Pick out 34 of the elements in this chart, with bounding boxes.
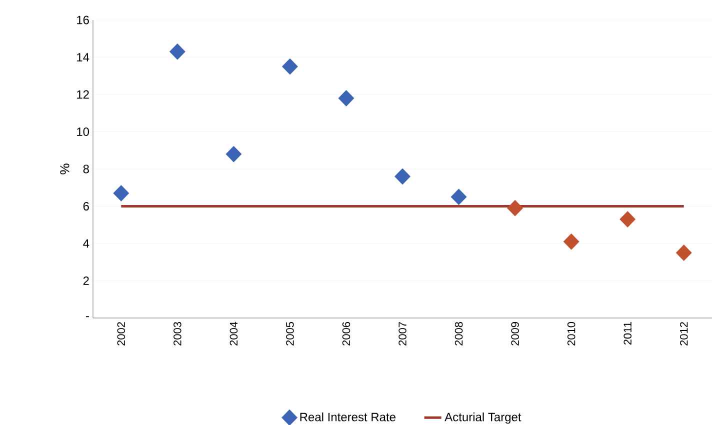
point [338, 90, 354, 106]
y-tick-label: 6 [83, 202, 89, 210]
point [169, 43, 186, 60]
point [620, 211, 636, 228]
x-tick-label: 2008 [454, 322, 463, 346]
x-tick-label: 2009 [511, 322, 519, 346]
y-tick-label: 16 [77, 16, 89, 24]
point [676, 244, 692, 261]
x-tick-label: 2002 [117, 322, 126, 346]
y-tick-label: 4 [83, 239, 90, 248]
x-tick-label: 2012 [680, 322, 688, 346]
point [394, 168, 411, 185]
x-tick-label: 2010 [567, 322, 576, 346]
y-tick-label: 12 [77, 90, 89, 99]
point [450, 188, 467, 206]
legend-label: Acturial Target [444, 412, 522, 424]
y-axis-title: % [60, 164, 70, 174]
x-tick-label: 2007 [398, 322, 406, 346]
x-tick-label: 2004 [230, 322, 238, 346]
point [507, 200, 524, 216]
y-tick-label: 8 [83, 164, 89, 174]
x-tick-label: 2003 [174, 322, 182, 346]
x-tick-label: 2005 [286, 322, 294, 346]
point [226, 146, 242, 162]
point [282, 58, 298, 75]
point [113, 185, 130, 202]
legend-label: Real Interest Rate [300, 412, 396, 422]
y-tick-label: 14 [77, 53, 90, 62]
point [563, 233, 580, 250]
y-tick-label: 10 [77, 128, 90, 136]
x-tick-label: 2011 [624, 322, 632, 345]
y-tick-label: - [86, 316, 89, 318]
x-tick-label: 2006 [342, 322, 350, 346]
y-tick-label: 2 [83, 276, 89, 285]
